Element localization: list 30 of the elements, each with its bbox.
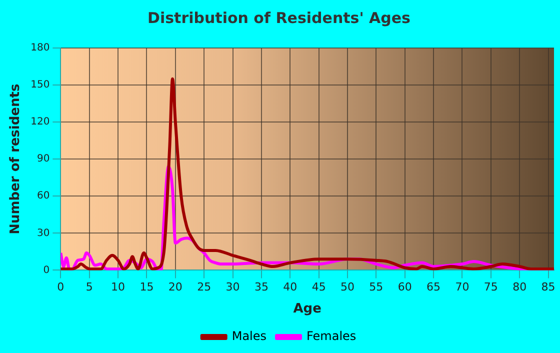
chart-title: Distribution of Residents' Ages [148,8,411,27]
x-tick-label: 60 [398,280,412,294]
x-tick-label: 0 [57,280,64,294]
y-tick-label: 150 [30,80,50,91]
x-tick-label: 20 [168,280,182,294]
x-tick-label: 5 [86,280,93,294]
x-tick-label: 30 [226,280,240,294]
x-tick-label: 15 [140,280,154,294]
x-tick-label: 25 [197,280,212,294]
y-tick-label: 180 [30,42,50,54]
x-tick-label: 65 [426,280,441,294]
legend-label: Females [306,329,356,344]
x-tick-label: 85 [541,280,556,294]
y-tick-label: 90 [36,154,50,165]
x-tick-label: 70 [455,280,470,294]
x-tick-label: 40 [283,280,298,294]
legend-label: Males [232,329,267,344]
x-tick-label: 55 [369,280,384,294]
x-tick-label: 10 [111,280,126,294]
x-axis-title: Age [293,302,322,317]
y-axis-title: Number of residents [8,84,24,234]
x-tick-label: 50 [340,280,354,294]
y-tick-label: 0 [43,264,50,276]
x-tick-label: 80 [512,280,527,294]
x-tick-label: 35 [254,280,268,294]
y-tick-label: 30 [36,228,50,239]
y-tick-label: 120 [30,116,50,128]
y-tick-label: 60 [36,190,50,202]
x-tick-label: 45 [312,280,326,294]
x-tick-label: 75 [484,280,498,294]
